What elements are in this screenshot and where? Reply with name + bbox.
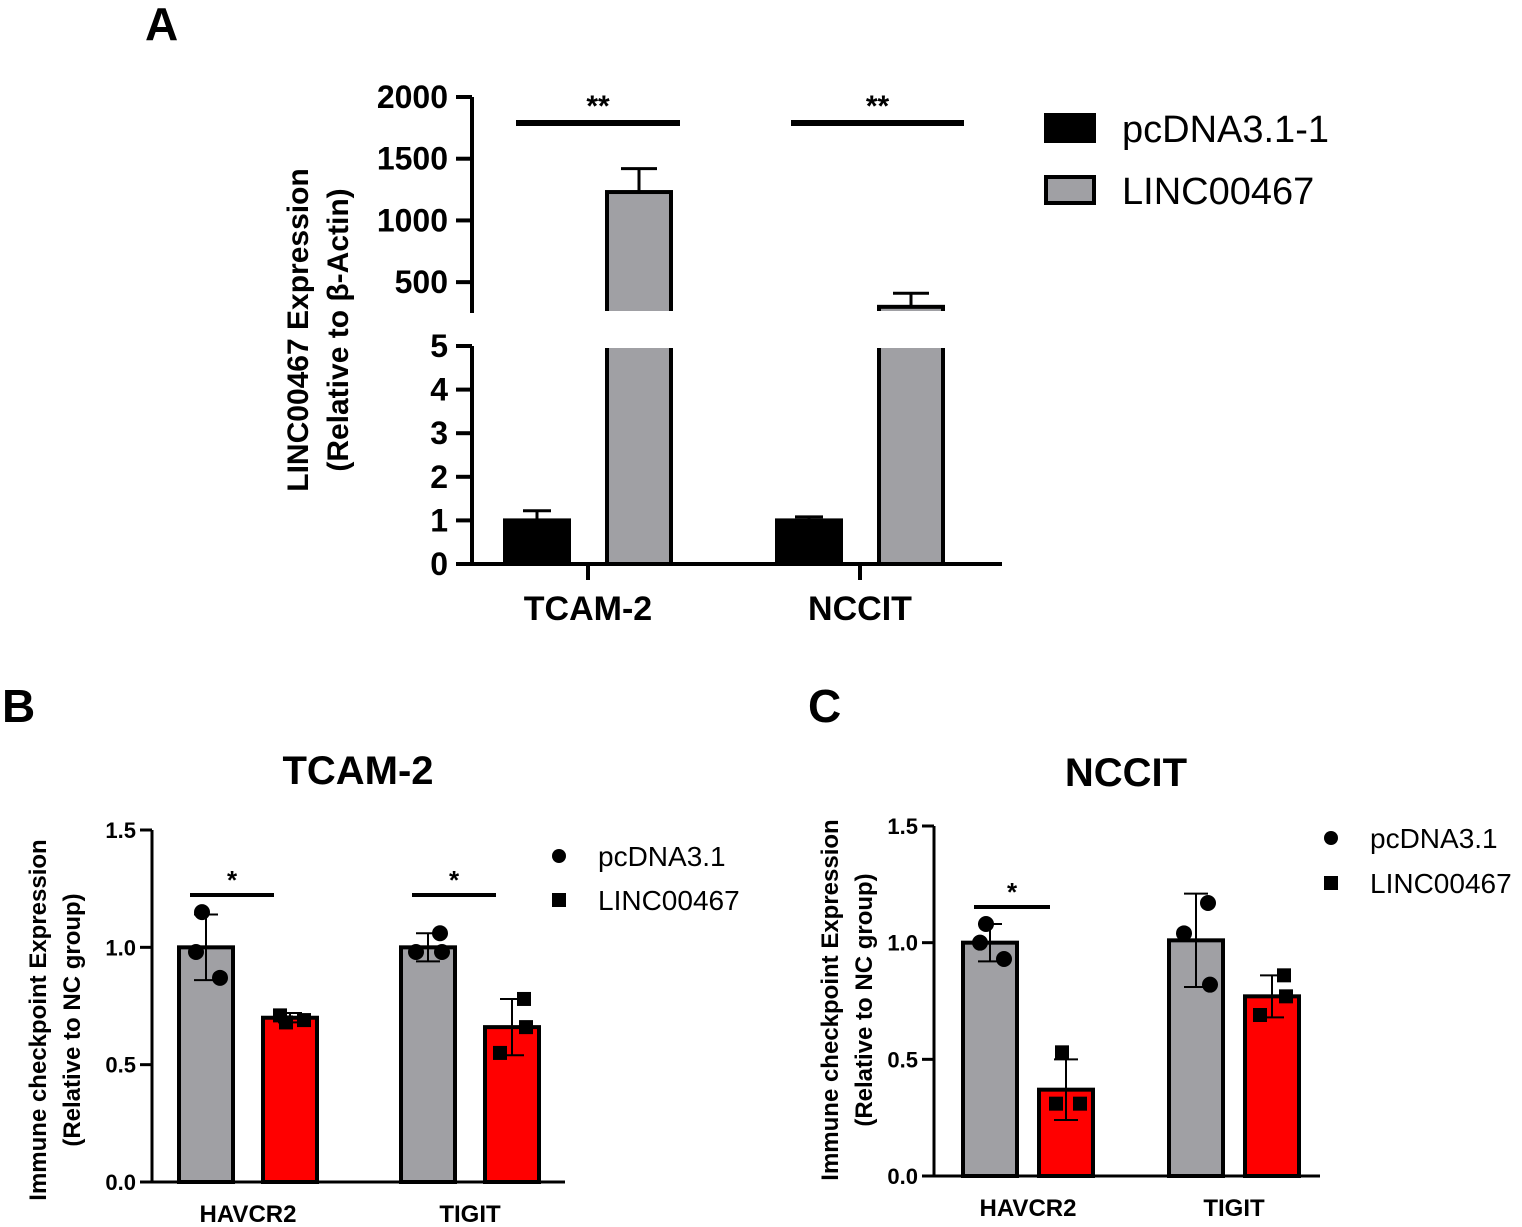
panel-c-category-label-havcr2: HAVCR2	[980, 1195, 1077, 1222]
panel-a-bar-lower-linc00467-nccit	[877, 344, 945, 566]
panel-a-ylabel-line2: (Relative to β-Actin)	[322, 188, 355, 471]
panel-b-marks: 0.0 0.5 1.0 1.5 HAVCR2 TIGIT * *	[105, 818, 565, 1227]
panel-c-bar-pcdna3-1-havcr2	[961, 940, 1019, 1179]
panel-c-datapoint-pcdna3-1	[1202, 976, 1218, 993]
panel-c-datapoint-pcdna3-1	[978, 916, 994, 932]
panel-c-marks: 0.0 0.5 1.0 1.5 HAVCR2 TIGIT *	[887, 814, 1320, 1222]
panel-a-marks: 0 1 2 3 4 5 500 1000 1500 2000 TCAM-2 NCCIT ** **	[377, 79, 1002, 628]
panel-c-datapoint-linc00467	[1055, 1045, 1069, 1060]
panel-c-ytick-label: 1.5	[887, 814, 918, 839]
legend-label-pcdna-1: pcDNA3.1-1	[1122, 109, 1329, 151]
legend-swatch-pcdna-1	[1044, 113, 1096, 143]
panel-b-datapoint-linc00467	[517, 991, 531, 1006]
panel-b-ylabel-line1: Immune checkpoint Expression	[25, 839, 52, 1200]
panel-a-ytick-label: 0	[430, 546, 448, 582]
panel-a-bar-upper-linc00467-tcam-2	[605, 190, 673, 315]
panel-c-datapoint-linc00467	[1073, 1096, 1087, 1111]
panel-b-significance-label: *	[227, 865, 238, 895]
panel-a-ytick-label: 2	[430, 459, 448, 495]
panel-a-ytick-label: 5	[430, 328, 448, 364]
panel-a-category-label-nccit: NCCIT	[808, 590, 912, 628]
panel-b-datapoint-pcdna3-1	[432, 925, 448, 942]
panel-a-ytick-label: 500	[395, 264, 448, 300]
panel-c-datapoint-linc00467	[1277, 968, 1291, 983]
panel-c-ytick-label: 0.0	[887, 1164, 918, 1189]
panel-a-ytick-label: 1000	[377, 202, 448, 238]
legend-marker-pcdna-b	[552, 849, 566, 863]
legend-marker-pcdna-c	[1324, 831, 1338, 845]
legend-label-pcdna-c: pcDNA3.1	[1370, 823, 1498, 854]
panel-b-ytick-label: 0.0	[105, 1170, 136, 1195]
panel-b-ytick-label: 1.0	[105, 935, 136, 960]
panel-a-significance-label: **	[586, 90, 610, 123]
panel-a-bar-lower-linc00467-tcam-2	[605, 344, 673, 566]
panel-b-title: TCAM-2	[282, 749, 433, 793]
panel-a-ylabel-line1: LINC00467 Expression	[282, 168, 315, 491]
panel-c-chart: NCCIT Immune checkpoint Expression (Rela…	[817, 751, 1512, 1222]
panel-b-letter: B	[2, 680, 35, 732]
panel-c-category-label-tigit: TIGIT	[1203, 1195, 1265, 1222]
panel-c-title: NCCIT	[1065, 751, 1187, 795]
legend-swatch-linc00467-a	[1044, 175, 1096, 205]
panel-b-ytick-label: 1.5	[105, 818, 136, 843]
panel-a-bar-break-gap	[603, 311, 675, 348]
panel-b-datapoint-linc00467	[297, 1013, 311, 1028]
panel-c-ylabel-line2: (Relative to NC group)	[851, 873, 878, 1126]
panel-a-significance-label: **	[866, 90, 890, 123]
panel-b-datapoint-pcdna3-1	[212, 969, 228, 986]
panel-c-datapoint-linc00467	[1253, 1008, 1267, 1022]
legend-marker-linc00467-c	[1324, 876, 1338, 890]
panel-c-datapoint-linc00467	[1279, 989, 1293, 1004]
panel-a-ytick-label: 1500	[377, 141, 448, 177]
legend-label-linc00467-c: LINC00467	[1370, 868, 1512, 899]
panel-a-ytick-label: 4	[430, 372, 448, 408]
panel-c-letter: C	[808, 680, 841, 732]
panel-c-ytick-label: 1.0	[887, 931, 918, 956]
panel-b-category-label-tigit: TIGIT	[439, 1201, 501, 1227]
panel-b-chart: TCAM-2 Immune checkpoint Expression (Rel…	[25, 749, 740, 1227]
panel-c-ylabel-line1: Immune checkpoint Expression	[817, 819, 844, 1180]
legend-marker-linc00467-b	[552, 893, 566, 907]
panel-b-datapoint-pcdna3-1	[188, 944, 204, 961]
panel-c-datapoint-pcdna3-1	[972, 934, 988, 951]
legend-label-pcdna-b: pcDNA3.1	[598, 841, 726, 872]
panel-a-ytick-label: 2000	[377, 79, 448, 115]
panel-c-bar-linc00467-tigit	[1243, 994, 1301, 1178]
panel-b-significance-label: *	[449, 865, 460, 895]
panel-a-letter: A	[145, 0, 178, 50]
panel-a-legend: pcDNA3.1-1 LINC00467	[1044, 109, 1329, 213]
panel-b-datapoint-linc00467	[493, 1045, 507, 1060]
panel-c-datapoint-pcdna3-1	[1176, 925, 1192, 942]
panel-b-bar-pcdna3-1-tigit	[399, 945, 457, 1184]
panel-b-legend: pcDNA3.1 LINC00467	[552, 841, 740, 916]
panel-c-ytick-label: 0.5	[887, 1047, 918, 1072]
panel-c-legend: pcDNA3.1 LINC00467	[1324, 823, 1512, 899]
panel-b-datapoint-linc00467	[273, 1008, 287, 1023]
panel-b-datapoint-pcdna3-1	[408, 944, 424, 961]
panel-a-bar-break-gap	[875, 311, 947, 348]
panel-b-datapoint-pcdna3-1	[194, 904, 210, 921]
panel-b-category-label-havcr2: HAVCR2	[200, 1201, 297, 1227]
panel-a-bar-pcdna3-1-1-nccit	[775, 518, 843, 567]
panel-a-bar-pcdna3-1-1-tcam-2	[503, 518, 571, 567]
panel-c-datapoint-pcdna3-1	[1200, 895, 1216, 911]
panel-a-category-label-tcam-2: TCAM-2	[524, 590, 652, 628]
panel-c-datapoint-pcdna3-1	[996, 951, 1012, 967]
panel-c-datapoint-linc00467	[1049, 1096, 1063, 1111]
panel-a-ytick-label: 1	[430, 502, 448, 538]
legend-label-linc00467-b: LINC00467	[598, 885, 740, 916]
panel-a-ytick-label: 3	[430, 415, 448, 451]
panel-b-bar-linc00467-havcr2	[261, 1015, 319, 1184]
panel-b-datapoint-pcdna3-1	[434, 944, 450, 961]
panel-c-significance-label: *	[1007, 877, 1018, 907]
panel-b-datapoint-linc00467	[519, 1020, 533, 1035]
legend-label-linc00467-a: LINC00467	[1122, 171, 1314, 213]
panel-a-chart: LINC00467 Expression (Relative to β-Acti…	[282, 79, 1329, 628]
panel-b-ytick-label: 0.5	[105, 1053, 136, 1078]
panel-b-ylabel-line2: (Relative to NC group)	[59, 893, 86, 1146]
